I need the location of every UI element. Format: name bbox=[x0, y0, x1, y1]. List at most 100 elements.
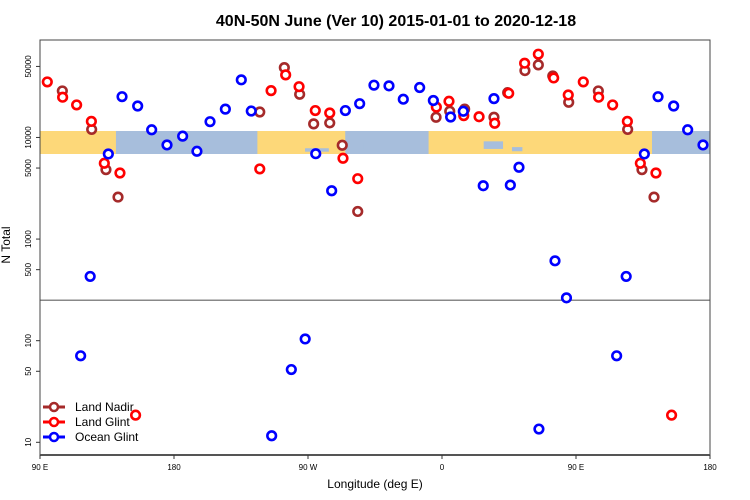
data-point bbox=[85, 115, 97, 127]
land-area bbox=[40, 131, 116, 154]
y-axis: 10 50 100 500 1000 5000 10000 50000 bbox=[24, 55, 40, 447]
water-area bbox=[511, 147, 523, 152]
chart-title: 40N-50N June (Ver 10) 2015-01-01 to 2020… bbox=[216, 13, 576, 30]
data-point bbox=[116, 91, 128, 103]
data-point bbox=[577, 76, 589, 88]
data-point bbox=[337, 152, 349, 164]
data-points bbox=[41, 48, 709, 442]
data-point bbox=[265, 85, 277, 97]
x-tick-label: 90 E bbox=[568, 463, 584, 472]
data-point bbox=[161, 139, 173, 151]
data-point bbox=[336, 139, 348, 151]
legend-marker bbox=[48, 416, 60, 428]
data-point bbox=[532, 48, 544, 60]
data-point bbox=[324, 117, 336, 129]
data-point bbox=[397, 93, 409, 105]
data-point bbox=[114, 167, 126, 179]
x-axis-label: Longitude (deg E) bbox=[327, 477, 422, 491]
data-point bbox=[665, 409, 678, 421]
data-point bbox=[339, 104, 351, 117]
land-area bbox=[428, 131, 652, 154]
data-point bbox=[560, 292, 573, 304]
data-point bbox=[549, 255, 561, 267]
data-point bbox=[352, 205, 364, 218]
data-point bbox=[503, 87, 515, 99]
data-point bbox=[254, 163, 266, 175]
data-point bbox=[489, 117, 501, 129]
data-point bbox=[638, 148, 650, 160]
legend-marker bbox=[48, 401, 60, 413]
data-point bbox=[177, 130, 189, 142]
data-point bbox=[112, 191, 124, 203]
data-point bbox=[611, 350, 623, 362]
data-point bbox=[652, 91, 664, 103]
data-point bbox=[414, 81, 426, 94]
data-point bbox=[354, 98, 366, 110]
data-point bbox=[280, 69, 292, 81]
data-point bbox=[324, 107, 336, 119]
y-tick-label: 50000 bbox=[24, 55, 33, 78]
water-area bbox=[483, 141, 504, 149]
data-point bbox=[245, 105, 257, 117]
data-point bbox=[383, 80, 395, 92]
data-point bbox=[634, 157, 646, 169]
x-tick-label: 180 bbox=[167, 463, 181, 472]
data-point bbox=[75, 350, 87, 362]
data-point bbox=[310, 148, 322, 160]
data-point bbox=[532, 59, 544, 71]
legend-marker bbox=[48, 431, 60, 443]
data-point bbox=[57, 91, 69, 103]
y-tick-label: 50 bbox=[24, 366, 33, 375]
data-point bbox=[285, 363, 297, 376]
y-tick-label: 100 bbox=[24, 333, 33, 347]
data-point bbox=[621, 115, 633, 127]
data-point bbox=[326, 185, 338, 197]
data-point bbox=[473, 111, 485, 123]
land-area bbox=[257, 131, 346, 154]
data-point bbox=[84, 270, 96, 283]
data-point bbox=[607, 99, 619, 111]
data-point bbox=[562, 89, 574, 101]
data-point bbox=[430, 111, 442, 123]
data-point bbox=[620, 270, 632, 283]
y-tick-label: 1000 bbox=[24, 230, 33, 248]
data-point bbox=[648, 191, 660, 203]
data-point bbox=[191, 145, 203, 157]
data-point bbox=[697, 139, 709, 151]
data-point bbox=[293, 81, 305, 93]
data-point bbox=[308, 118, 320, 130]
data-point bbox=[427, 94, 439, 107]
data-point bbox=[445, 111, 457, 123]
data-point bbox=[352, 173, 364, 185]
data-point bbox=[443, 95, 455, 107]
data-point bbox=[235, 74, 247, 86]
water-area bbox=[352, 142, 364, 150]
y-tick-label: 10000 bbox=[24, 126, 33, 149]
y-tick-label: 10 bbox=[24, 437, 33, 446]
data-point bbox=[368, 79, 380, 91]
data-point bbox=[513, 161, 525, 173]
data-point bbox=[309, 104, 321, 117]
series-ocean-glint bbox=[75, 74, 709, 442]
x-tick-label: 0 bbox=[440, 463, 445, 472]
data-point bbox=[593, 91, 605, 103]
data-point bbox=[548, 72, 560, 84]
x-axis: 90 E 180 90 W 0 90 E 180 bbox=[32, 455, 717, 472]
legend-label: Land Nadir bbox=[75, 400, 134, 414]
data-point bbox=[650, 167, 662, 179]
y-axis-label: N Total bbox=[0, 226, 13, 263]
data-point bbox=[299, 333, 311, 345]
y-tick-label: 500 bbox=[24, 262, 33, 276]
data-point bbox=[488, 93, 500, 105]
x-tick-label: 90 W bbox=[299, 463, 318, 472]
data-point bbox=[102, 148, 114, 160]
data-point bbox=[146, 124, 158, 136]
x-tick-label: 180 bbox=[703, 463, 717, 472]
legend-label: Land Glint bbox=[75, 415, 130, 429]
data-point bbox=[533, 423, 545, 435]
x-tick-label: 90 E bbox=[32, 463, 48, 472]
y-tick-label: 5000 bbox=[24, 159, 33, 177]
data-point bbox=[204, 116, 216, 128]
